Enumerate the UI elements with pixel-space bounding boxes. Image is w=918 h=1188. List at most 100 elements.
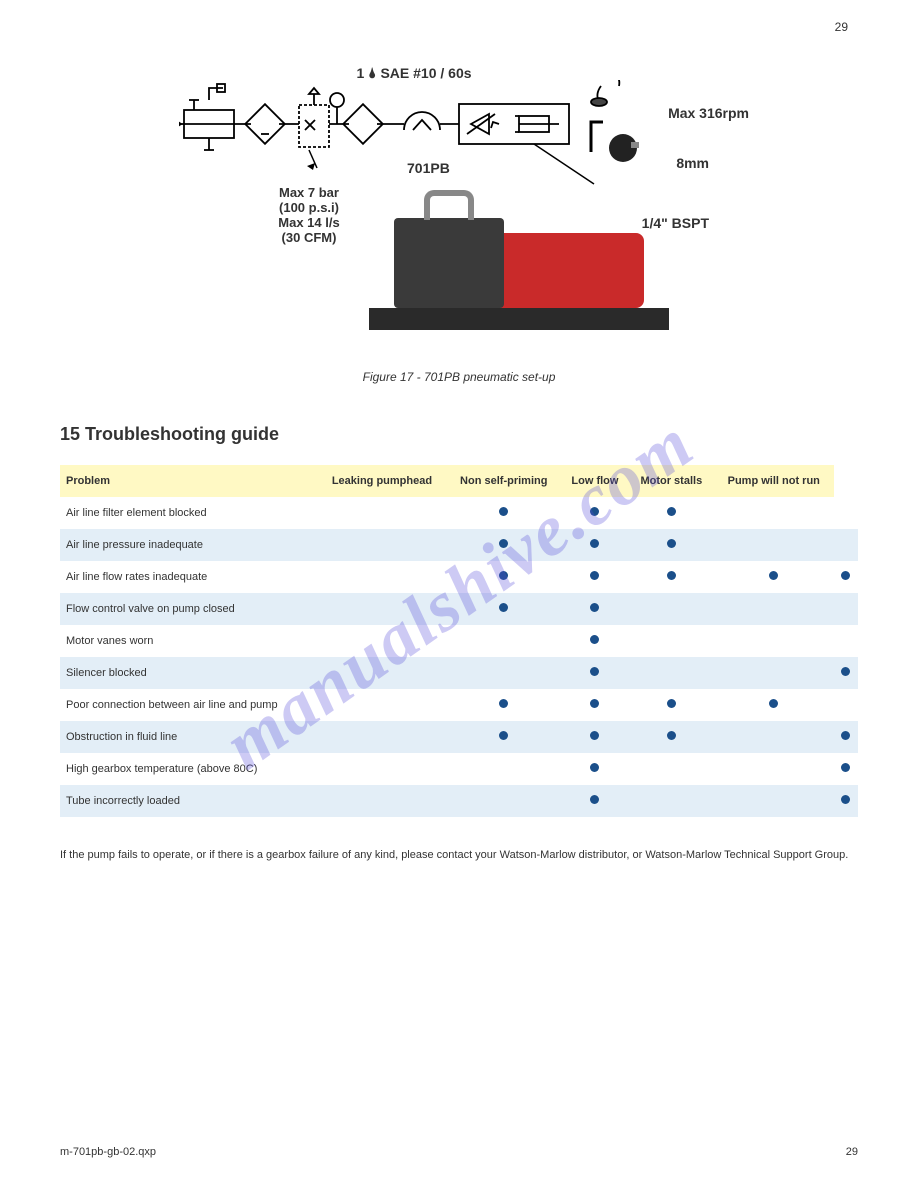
td-cell [714,721,834,753]
bullet-icon [769,571,778,580]
bullet-icon [667,571,676,580]
td-cell [317,593,446,625]
pump-base-shape [369,308,669,330]
td-cell [629,689,714,721]
td-cell [561,689,629,721]
td-cell [317,497,446,529]
td-problem-label: Motor vanes worn [60,625,317,657]
td-cell [317,753,446,785]
figure-pneumatic-setup: 1 🌢 SAE #10 / 60s Max 316rpm 8mm 701PB 1… [179,60,739,360]
td-problem-label: High gearbox temperature (above 80C) [60,753,317,785]
table-row: Air line pressure inadequate [60,529,858,561]
bullet-icon [769,699,778,708]
td-cell [834,753,858,785]
td-cell [447,657,561,689]
td-cell [834,721,858,753]
td-cell [317,785,446,817]
th-stalls: Motor stalls [629,465,714,497]
footer-left: m-701pb-gb-02.qxp [60,1146,156,1158]
td-cell [447,497,561,529]
page-number-top: 29 [835,20,848,34]
table-row: High gearbox temperature (above 80C) [60,753,858,785]
bullet-icon [590,635,599,644]
td-cell [561,561,629,593]
th-leaking: Leaking pumphead [317,465,446,497]
td-cell [629,657,714,689]
bullet-icon [499,507,508,516]
td-cell [561,721,629,753]
td-problem-label: Air line pressure inadequate [60,529,317,561]
td-cell [714,497,834,529]
bullet-icon [667,539,676,548]
figure-label-maxbar: Max 7 bar (100 p.s.i) Max 14 l/s (30 CFM… [259,185,359,245]
bullet-icon [590,795,599,804]
bullet-icon [590,507,599,516]
td-cell [714,657,834,689]
td-cell [561,785,629,817]
td-cell [834,529,858,561]
td-problem-label: Tube incorrectly loaded [60,785,317,817]
pump-handle-shape [424,190,474,220]
th-lowflow: Low flow [561,465,629,497]
figure-label-pb: 701PB [407,160,450,176]
section-title: 15 Troubleshooting guide [60,424,858,445]
bullet-icon [667,507,676,516]
table-row: Air line flow rates inadequate [60,561,858,593]
td-cell [317,689,446,721]
td-cell [447,689,561,721]
table-row: Obstruction in fluid line [60,721,858,753]
td-problem-label: Air line flow rates inadequate [60,561,317,593]
bullet-icon [499,603,508,612]
td-cell [629,753,714,785]
bullet-icon [499,699,508,708]
pump-motor-shape [494,233,644,308]
bullet-icon [590,699,599,708]
th-priming: Non self-priming [447,465,561,497]
pump-photo [369,190,669,330]
bullet-icon [590,731,599,740]
bullet-icon [499,731,508,740]
td-cell [317,721,446,753]
td-cell [714,529,834,561]
td-cell [629,721,714,753]
td-cell [834,497,858,529]
bullet-icon [590,667,599,676]
td-cell [317,657,446,689]
td-cell [447,593,561,625]
td-cell [447,785,561,817]
table-row: Air line filter element blocked [60,497,858,529]
bullet-icon [841,667,850,676]
td-cell [834,625,858,657]
td-cell [317,625,446,657]
bullet-icon [841,731,850,740]
td-cell [447,529,561,561]
td-cell [447,721,561,753]
troubleshooting-table: Problem Leaking pumphead Non self-primin… [60,465,858,817]
footer-right: 29 [846,1146,858,1158]
bullet-icon [841,571,850,580]
td-cell [834,657,858,689]
td-cell [317,529,446,561]
maxbar-line1: Max 7 bar [279,185,339,200]
td-cell [561,657,629,689]
table-header-row: Problem Leaking pumphead Non self-primin… [60,465,858,497]
td-cell [629,785,714,817]
bullet-icon [590,603,599,612]
td-cell [714,689,834,721]
td-problem-label: Poor connection between air line and pum… [60,689,317,721]
td-problem-label: Air line filter element blocked [60,497,317,529]
td-cell [714,625,834,657]
bullet-icon [841,795,850,804]
td-cell [561,593,629,625]
page-footer: m-701pb-gb-02.qxp 29 [60,1146,858,1158]
td-cell [629,593,714,625]
th-norun: Pump will not run [714,465,834,497]
maxbar-line3: Max 14 l/s [278,215,339,230]
td-cell [629,529,714,561]
pump-gearbox-shape [394,218,504,308]
td-cell [561,625,629,657]
td-cell [714,561,834,593]
bullet-icon [590,763,599,772]
bullet-icon [499,539,508,548]
table-row: Tube incorrectly loaded [60,785,858,817]
